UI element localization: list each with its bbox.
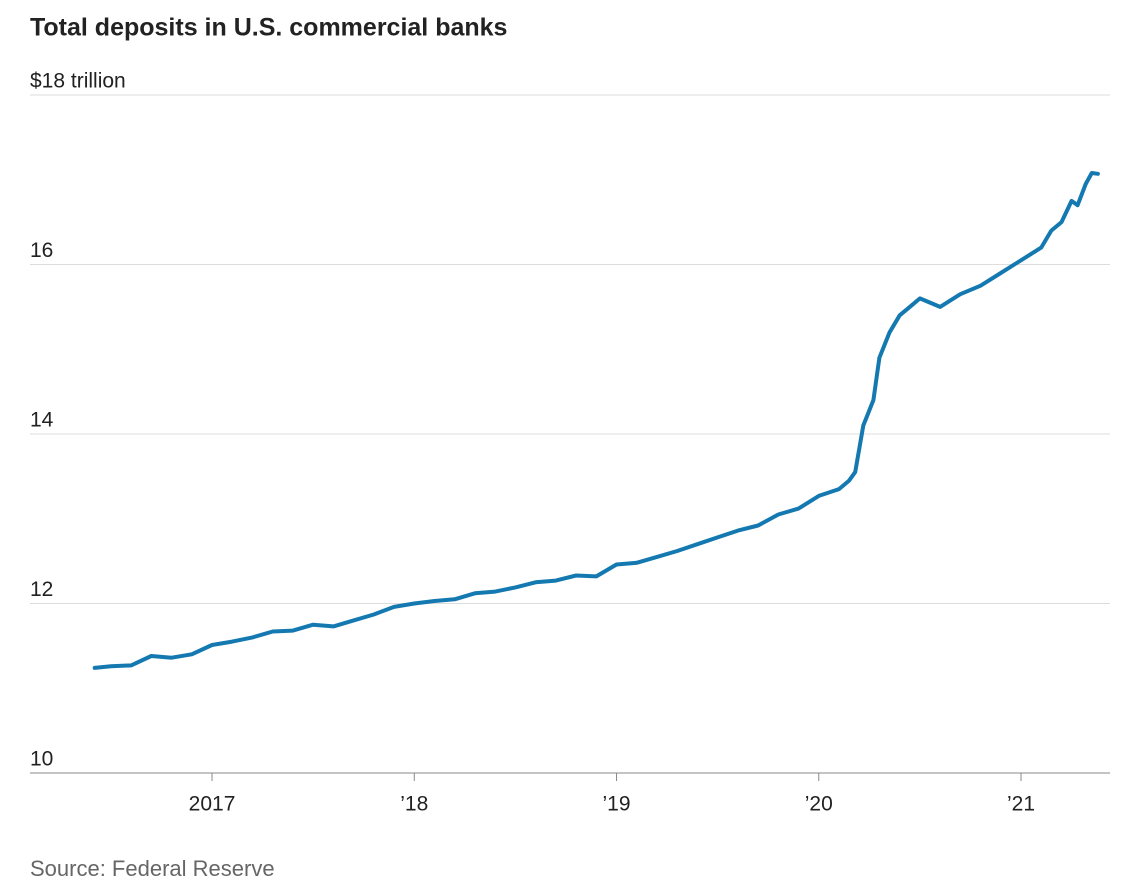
y-tick-label: 10 bbox=[30, 748, 53, 771]
y-tick-label: $18 trillion bbox=[30, 70, 126, 93]
x-tick-label: ’20 bbox=[805, 793, 833, 816]
source: Source: Federal Reserve bbox=[30, 856, 275, 881]
chart-title: Total deposits in U.S. commercial banks bbox=[30, 14, 507, 42]
y-tick-label: 12 bbox=[30, 578, 53, 601]
x-tick-label: 2017 bbox=[189, 793, 236, 816]
x-tick-label: ’21 bbox=[1007, 793, 1035, 816]
x-tick-label: ’19 bbox=[603, 793, 631, 816]
y-tick-label: 16 bbox=[30, 239, 53, 262]
y-tick-label: 14 bbox=[30, 409, 54, 432]
line bbox=[92, 171, 1100, 670]
x-tick-label: ’18 bbox=[400, 793, 428, 816]
